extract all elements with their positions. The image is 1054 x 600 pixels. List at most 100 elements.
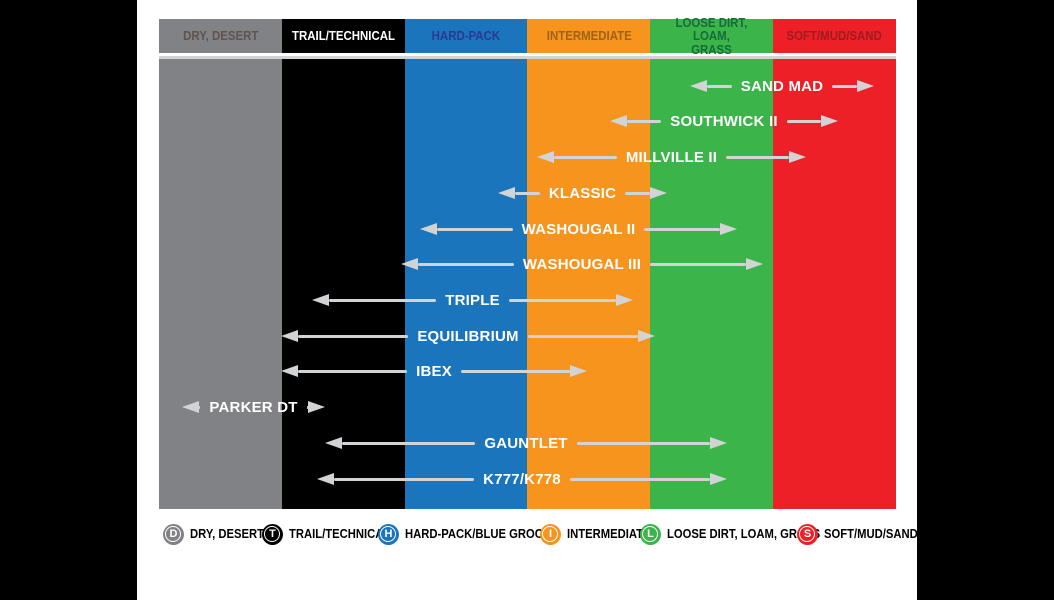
terrain-column-dry-desert: [159, 59, 282, 509]
terrain-column-intermediate: [527, 59, 651, 509]
terrain-column-soft-mud-sand: [773, 59, 896, 509]
tire-row-southwick-ii: SOUTHWICK II: [610, 111, 838, 131]
arrow-right-icon: [616, 294, 634, 306]
legend-badge-letter: D: [169, 527, 178, 540]
arrow-line: [329, 298, 437, 302]
tire-terrain-chart: DRY, DESERT TRAIL/TECHNICAL HARD-PACK INTER…: [159, 15, 896, 509]
tire-label: IBEX: [416, 362, 452, 380]
arrow-left-icon: [325, 437, 342, 449]
legend-label: LOOSE DIRT, LOAM, GRASS: [667, 527, 821, 541]
arrow-left-icon: [281, 330, 298, 342]
legend-badge-letter: L: [647, 527, 654, 540]
arrow-line: [576, 441, 711, 445]
tire-row-sand-mad: SAND MAD: [690, 76, 874, 96]
header-separator-white: [159, 53, 896, 56]
header-separator-gray: [159, 56, 896, 59]
tire-label: SOUTHWICK II: [670, 112, 778, 130]
terrain-header-cell-dry-desert: DRY, DESERT: [159, 19, 282, 53]
arrow-left-icon: [537, 151, 554, 163]
tire-label: WASHOUGAL II: [521, 220, 636, 238]
legend-badge-letter: I: [548, 527, 553, 540]
arrow-line: [437, 227, 513, 231]
terrain-header-label: INTERMEDIATE: [546, 28, 632, 44]
arrow-right-icon: [638, 330, 655, 342]
terrain-header-label: DRY, DESERT: [182, 28, 259, 44]
terrain-header-cell-soft-mud-sand: SOFT/MUD/SAND: [773, 19, 896, 53]
arrow-line: [569, 477, 710, 481]
arrow-line: [627, 119, 662, 123]
tire-label: MILLVILLE II: [625, 148, 718, 166]
arrow-line: [508, 298, 617, 302]
tire-row-equilibrium: EQUILIBRIUM: [281, 326, 655, 346]
arrow-right-icon: [710, 473, 727, 485]
legend-badge-letter: H: [384, 527, 393, 540]
tire-row-gauntlet: GAUNTLET: [325, 433, 728, 453]
terrain-column-loose-dirt-loam-grass: [650, 59, 774, 509]
arrow-right-icon: [710, 437, 728, 449]
legend-badge-letter: S: [803, 527, 812, 540]
arrow-right-icon: [570, 365, 587, 377]
tire-row-parker-dt: PARKER DT: [182, 397, 326, 417]
arrow-line: [707, 84, 732, 88]
arrow-left-icon: [182, 401, 199, 413]
arrow-line: [199, 405, 201, 409]
legend-label: DRY, DESERT: [190, 527, 264, 541]
arrow-line: [418, 262, 514, 266]
arrow-line: [832, 84, 857, 88]
legend-trail-technical-icon: T: [262, 523, 283, 545]
tire-label: K777/K778: [483, 470, 561, 488]
tire-row-k777-k778: K777/K778: [317, 469, 727, 489]
arrow-left-icon: [498, 187, 515, 199]
tire-label: PARKER DT: [209, 398, 298, 416]
content-panel: DRY, DESERT TRAIL/TECHNICAL HARD-PACK INTER…: [137, 0, 918, 600]
legend-label: HARD-PACK/BLUE GROOVE: [405, 527, 559, 541]
arrow-line: [298, 369, 408, 373]
arrow-right-icon: [789, 151, 806, 163]
arrow-right-icon: [746, 258, 764, 270]
arrow-left-icon: [401, 258, 418, 270]
legend-item-loose-dirt-loam-grass: L LOOSE DIRT, LOAM, GRASS: [640, 521, 837, 547]
terrain-column-trail-technical: [281, 59, 405, 509]
terrain-header-cell-loose-dirt-loam-grass: LOOSE DIRT, LOAM, GRASS: [650, 15, 774, 56]
tire-row-washougal-iii: WASHOUGAL III: [401, 254, 764, 274]
tire-row-millville-ii: MILLVILLE II: [537, 147, 806, 167]
arrow-right-icon: [821, 115, 838, 127]
legend-badge-letter: T: [269, 527, 276, 540]
legend-item-dry-desert: D DRY, DESERT: [163, 521, 272, 547]
legend-dry-desert-icon: D: [163, 523, 184, 545]
terrain-header: DRY, DESERT TRAIL/TECHNICAL HARD-PACK INTER…: [159, 15, 896, 56]
tire-row-ibex: IBEX: [281, 361, 587, 381]
arrow-line: [650, 262, 747, 266]
tire-label: GAUNTLET: [484, 434, 568, 452]
arrow-line: [342, 441, 476, 445]
arrow-left-icon: [420, 223, 437, 235]
arrow-line: [515, 191, 540, 195]
arrow-line: [306, 405, 309, 409]
arrow-line: [786, 119, 821, 123]
arrow-line: [527, 334, 638, 338]
terrain-header-label: SOFT/MUD/SAND: [786, 28, 883, 44]
arrow-left-icon: [281, 365, 298, 377]
terrain-header-label: HARD-PACK: [431, 28, 501, 44]
tire-label: WASHOUGAL III: [522, 255, 642, 273]
arrow-right-icon: [650, 187, 667, 199]
arrow-left-icon: [610, 115, 627, 127]
arrow-right-icon: [308, 401, 326, 413]
arrow-left-icon: [690, 80, 707, 92]
legend-item-hard-pack-blue-groove: H HARD-PACK/BLUE GROOVE: [378, 521, 576, 547]
tire-label: EQUILIBRIUM: [417, 327, 519, 345]
tire-row-triple: TRIPLE: [312, 290, 634, 310]
arrow-right-icon: [720, 223, 738, 235]
arrow-line: [726, 155, 789, 159]
arrow-line: [644, 227, 721, 231]
legend-label: INTERMEDIATE: [567, 527, 651, 541]
terrain-header-cell-hard-pack: HARD-PACK: [404, 19, 528, 53]
tire-label: KLASSIC: [548, 184, 617, 202]
arrow-line: [460, 369, 570, 373]
arrow-line: [554, 155, 617, 159]
tire-label: SAND MAD: [740, 77, 824, 95]
arrow-line: [334, 477, 475, 481]
chart-body: SAND MAD SOUTHWICK II MILLVILLE II KLASSIC W…: [159, 59, 896, 509]
tire-row-klassic: KLASSIC: [498, 183, 667, 203]
legend-intermediate-icon: I: [540, 523, 561, 545]
